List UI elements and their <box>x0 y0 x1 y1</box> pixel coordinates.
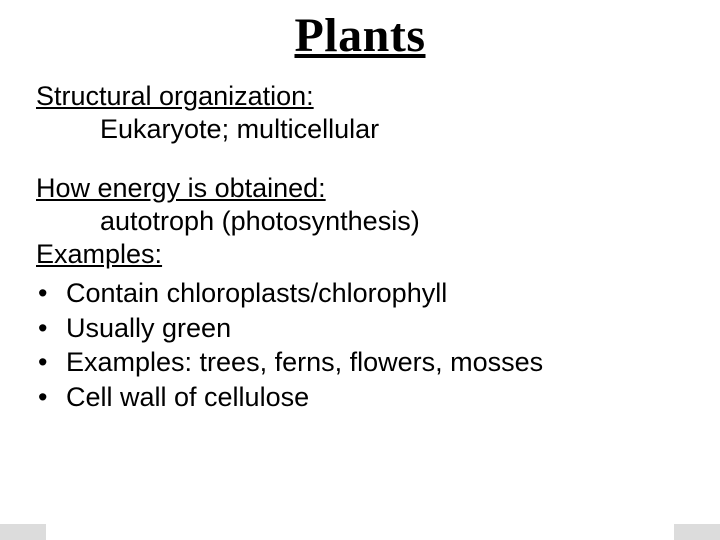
bullet-list: • Contain chloroplasts/chlorophyll • Usu… <box>36 276 684 414</box>
bullet-text: Usually green <box>66 311 231 346</box>
slide-title: Plants <box>36 8 684 63</box>
bullet-icon: • <box>36 276 66 311</box>
corner-tab-left <box>0 524 46 540</box>
section-heading-energy: How energy is obtained: <box>36 173 684 204</box>
examples-heading: Examples: <box>36 239 684 270</box>
bullet-text: Cell wall of cellulose <box>66 380 309 415</box>
bullet-icon: • <box>36 380 66 415</box>
bullet-icon: • <box>36 311 66 346</box>
section-body-structural: Eukaryote; multicellular <box>36 114 684 145</box>
list-item: • Usually green <box>36 311 684 346</box>
list-item: • Contain chloroplasts/chlorophyll <box>36 276 684 311</box>
list-item: • Examples: trees, ferns, flowers, mosse… <box>36 345 684 380</box>
section-heading-structural: Structural organization: <box>36 81 684 112</box>
slide-container: Plants Structural organization: Eukaryot… <box>0 0 720 540</box>
list-item: • Cell wall of cellulose <box>36 380 684 415</box>
corner-tab-right <box>674 524 720 540</box>
section-structural: Structural organization: Eukaryote; mult… <box>36 81 684 145</box>
bullet-text: Examples: trees, ferns, flowers, mosses <box>66 345 543 380</box>
section-energy: How energy is obtained: autotroph (photo… <box>36 173 684 237</box>
section-body-energy: autotroph (photosynthesis) <box>36 206 684 237</box>
bullet-text: Contain chloroplasts/chlorophyll <box>66 276 447 311</box>
bullet-icon: • <box>36 345 66 380</box>
